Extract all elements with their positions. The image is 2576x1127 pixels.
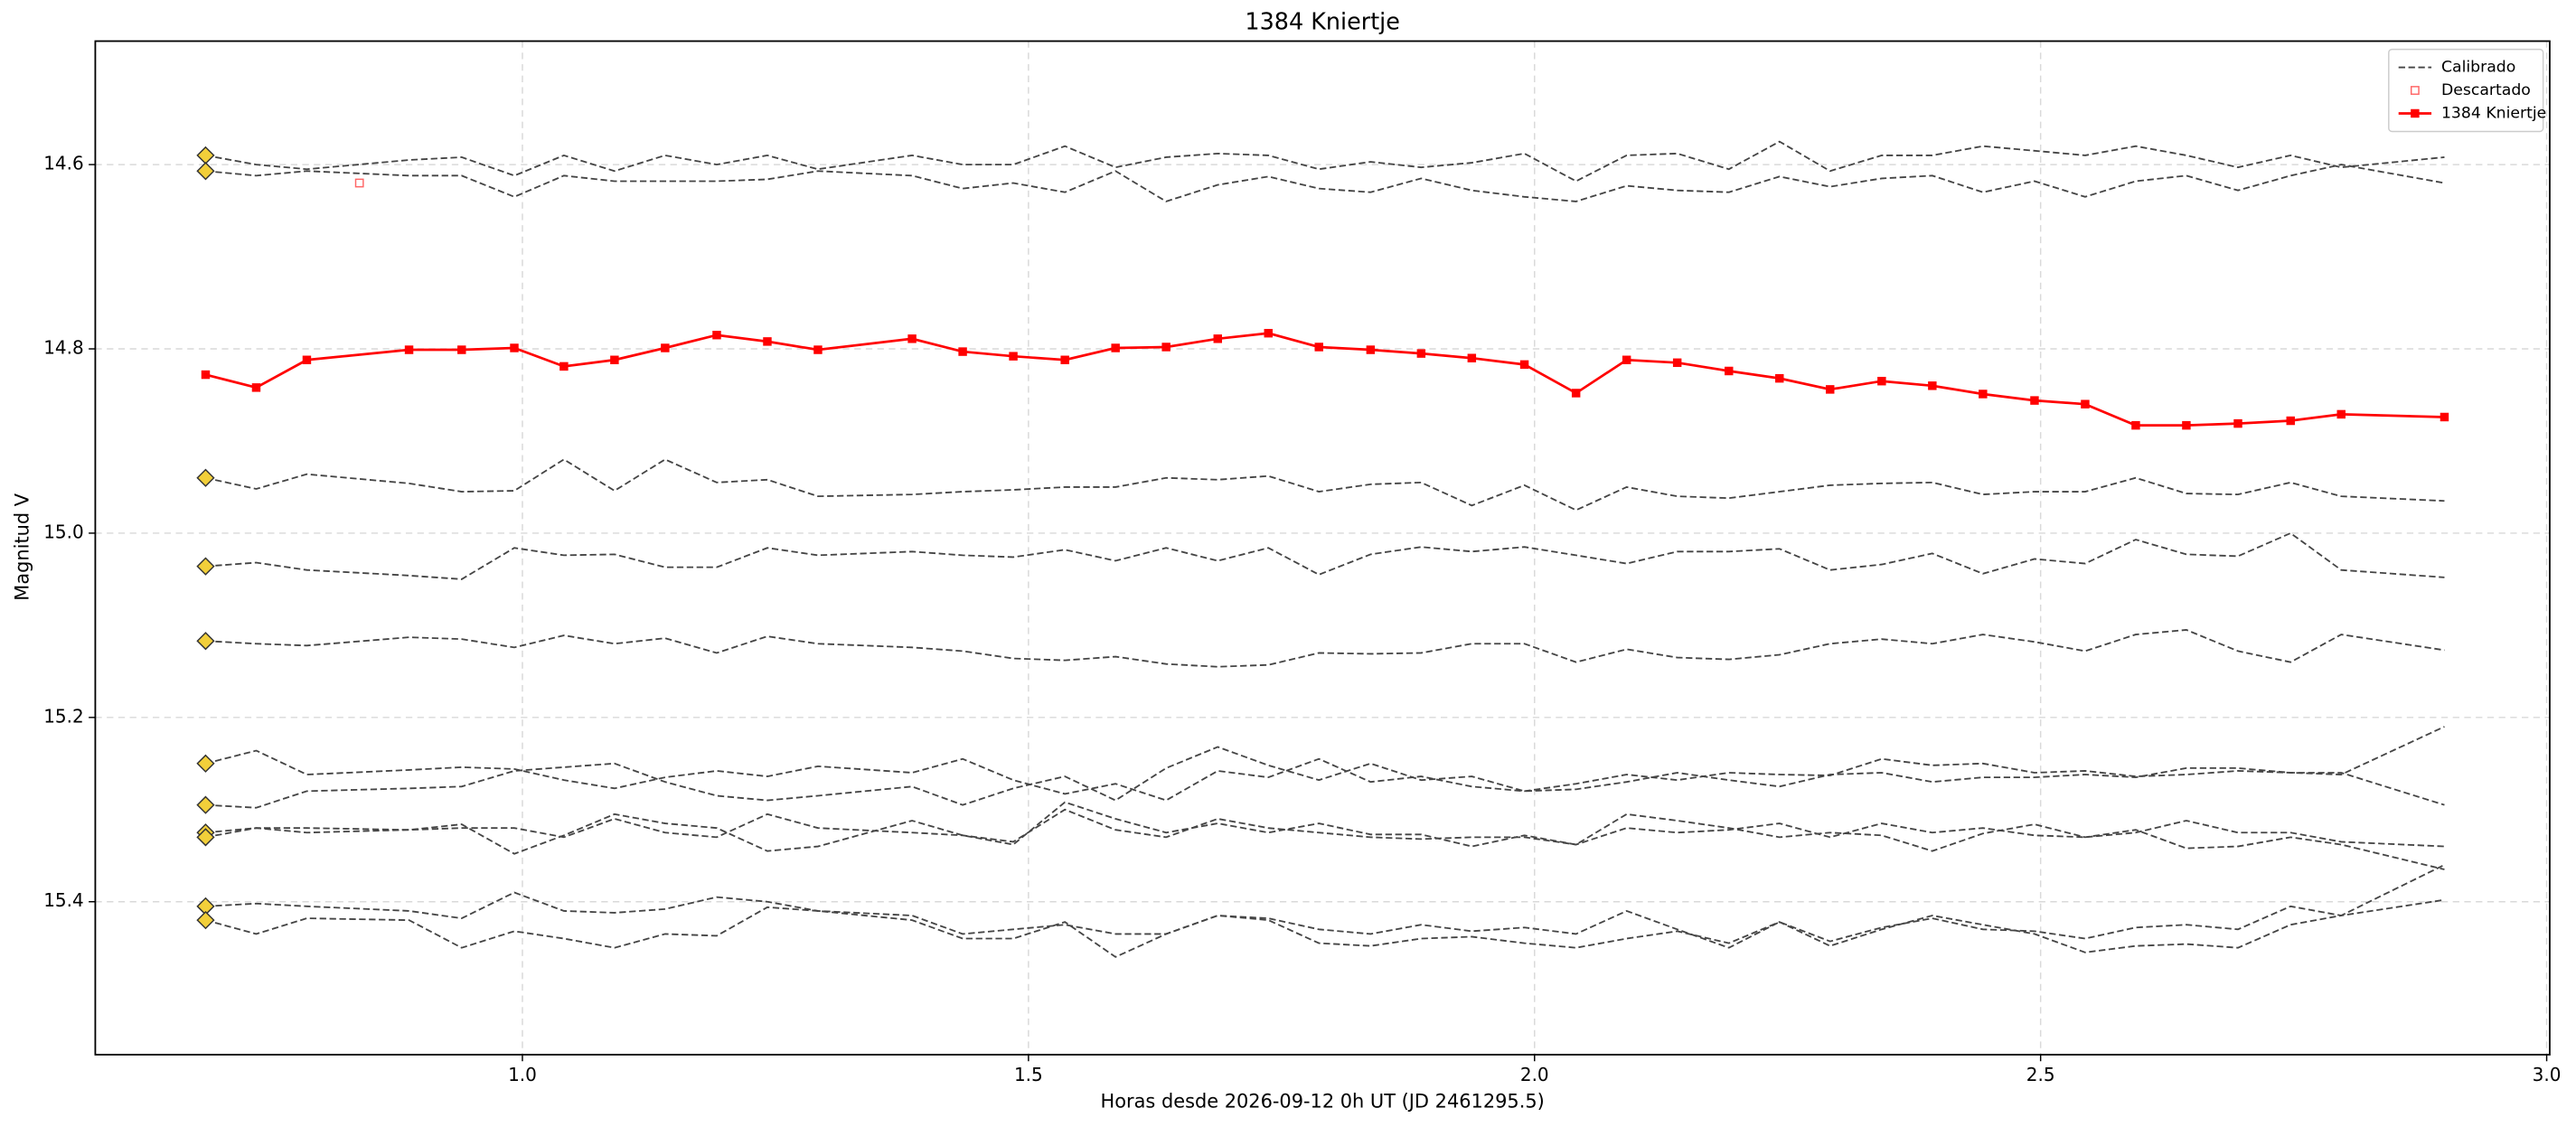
target-point bbox=[1672, 358, 1682, 368]
target-point bbox=[1571, 389, 1581, 398]
legend-label: Descartado bbox=[2441, 81, 2531, 99]
legend-swatch bbox=[2410, 86, 2420, 95]
target-point bbox=[2233, 418, 2242, 428]
target-point bbox=[1060, 355, 1069, 364]
target-line bbox=[205, 332, 2445, 427]
comparison-marker bbox=[196, 632, 215, 651]
x-tick-label: 3.0 bbox=[2533, 1064, 2562, 1085]
calibrated-line bbox=[205, 891, 2445, 949]
calibrated-line bbox=[205, 746, 2445, 809]
x-tick-label: 1.5 bbox=[1014, 1064, 1043, 1085]
y-tick-label: 15.4 bbox=[43, 889, 83, 911]
comparison-marker bbox=[196, 795, 215, 814]
target-point bbox=[251, 383, 261, 392]
target-point bbox=[1416, 349, 1426, 358]
target-point bbox=[2131, 420, 2140, 430]
calibrated-line bbox=[205, 140, 2445, 183]
x-tick-label: 2.5 bbox=[2026, 1064, 2055, 1085]
target-point bbox=[1877, 376, 1886, 386]
target-point bbox=[2081, 399, 2090, 409]
x-axis-label: Horas desde 2026-09-12 0h UT (JD 2461295… bbox=[1101, 1091, 1545, 1113]
legend-box bbox=[2388, 48, 2544, 133]
calibrated-line bbox=[205, 629, 2445, 668]
target-point bbox=[1264, 328, 1273, 338]
target-point bbox=[457, 345, 466, 354]
target-point bbox=[907, 334, 917, 343]
comparison-marker bbox=[196, 162, 215, 181]
y-tick-label: 14.8 bbox=[43, 337, 83, 359]
y-tick-label: 15.2 bbox=[43, 705, 83, 727]
target-point bbox=[2440, 412, 2449, 422]
comparison-marker bbox=[196, 828, 215, 847]
legend-label: 1384 Kniertje bbox=[2441, 104, 2546, 122]
target-point bbox=[404, 345, 414, 354]
target-point bbox=[1111, 343, 1120, 352]
target-point bbox=[1519, 360, 1529, 370]
target-point bbox=[712, 331, 721, 340]
comparison-marker bbox=[196, 146, 215, 165]
plot-frame bbox=[94, 40, 2551, 1056]
target-point bbox=[1009, 352, 1018, 361]
target-point bbox=[559, 362, 569, 371]
calibrated-line bbox=[205, 164, 2445, 202]
calibrated-line bbox=[205, 726, 2445, 802]
target-point bbox=[2286, 416, 2295, 426]
target-point bbox=[1467, 353, 1477, 362]
y-tick-label: 14.6 bbox=[43, 153, 83, 174]
target-point bbox=[763, 337, 772, 346]
target-point bbox=[1775, 373, 1784, 383]
y-tick-label: 15.0 bbox=[43, 521, 83, 542]
target-point bbox=[1622, 355, 1631, 364]
target-point bbox=[1826, 385, 1835, 394]
target-point bbox=[813, 345, 823, 354]
calibrated-line bbox=[205, 808, 2445, 848]
legend: Calibrado Descartado 1384 Kniertje bbox=[2388, 48, 2546, 133]
comparison-marker bbox=[196, 468, 215, 487]
target-point bbox=[661, 343, 670, 352]
target-point bbox=[610, 355, 619, 364]
target-point bbox=[1366, 345, 1376, 354]
target-point bbox=[1213, 334, 1222, 343]
calibrated-line bbox=[205, 531, 2445, 580]
x-tick-label: 2.0 bbox=[1520, 1064, 1549, 1085]
target-point bbox=[1314, 343, 1323, 352]
discarded-point bbox=[354, 178, 364, 188]
target-point bbox=[2336, 409, 2346, 419]
x-tick-label: 1.0 bbox=[508, 1064, 537, 1085]
legend-swatch bbox=[2411, 108, 2420, 118]
target-point bbox=[510, 343, 519, 352]
legend-label: Calibrado bbox=[2441, 59, 2515, 77]
target-point bbox=[958, 347, 967, 356]
target-point bbox=[302, 355, 312, 364]
comparison-marker bbox=[196, 910, 215, 930]
calibrated-line bbox=[205, 458, 2445, 512]
target-point bbox=[1725, 366, 1734, 376]
calibrated-line bbox=[205, 801, 2445, 870]
target-point bbox=[1979, 390, 1988, 399]
y-axis-label: Magnitud V bbox=[11, 493, 33, 600]
comparison-marker bbox=[196, 557, 215, 576]
target-point bbox=[2030, 396, 2039, 405]
comparison-marker bbox=[196, 754, 215, 773]
target-point bbox=[1161, 343, 1170, 352]
chart-title: 1384 Kniertje bbox=[1245, 8, 1400, 35]
target-point bbox=[1928, 381, 1937, 390]
target-point bbox=[201, 370, 211, 380]
target-point bbox=[2182, 420, 2191, 430]
calibrated-line bbox=[205, 864, 2445, 958]
